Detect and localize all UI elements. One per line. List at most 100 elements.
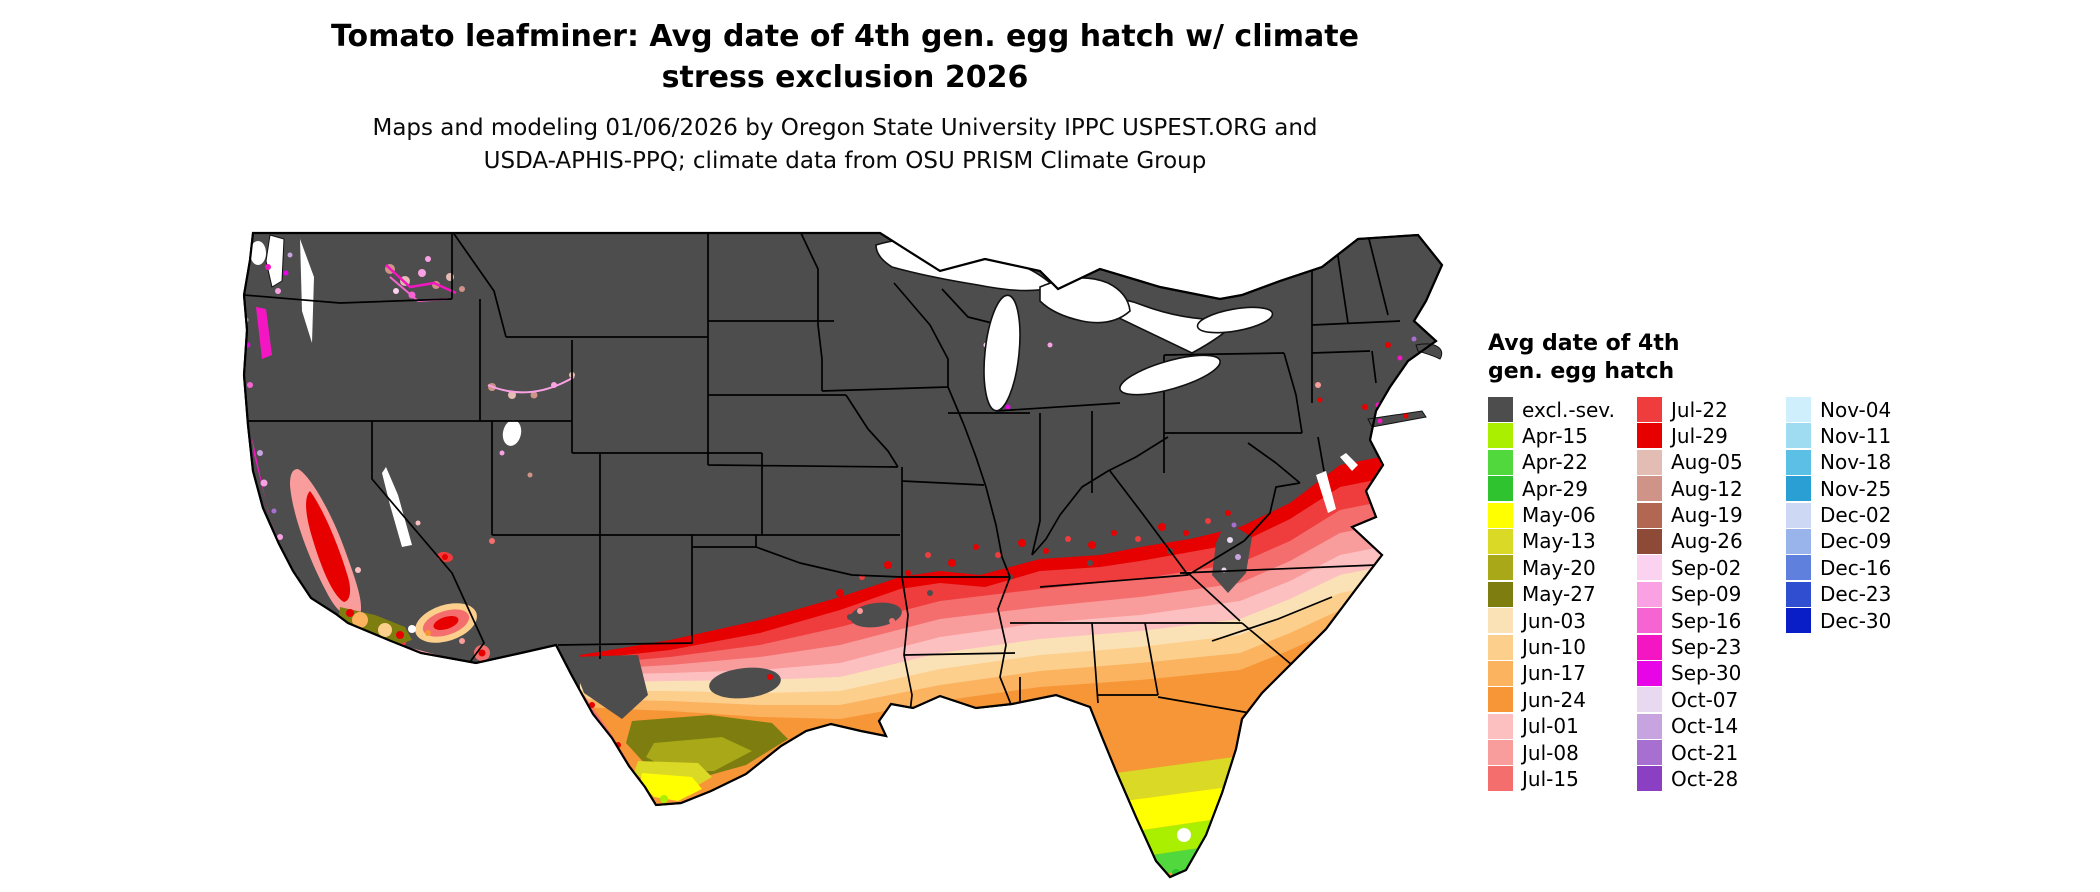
legend-entry-label: Dec-02 [1820,503,1892,528]
legend-entry: Aug-12 [1637,476,1767,502]
legend-entry-label: Jul-08 [1522,740,1579,765]
map-speckle [1227,537,1233,543]
legend-entry-label: Oct-14 [1671,714,1739,739]
legend-entry: Aug-05 [1637,449,1767,475]
map-speckle [1158,523,1166,531]
legend-entry: Jun-03 [1488,608,1618,634]
legend-entry: Sep-23 [1637,634,1767,660]
map-speckle [1362,404,1368,410]
us-map-container [240,225,1450,890]
us-map [242,231,1444,879]
legend-swatch [1637,476,1662,502]
map-shape [1124,787,1228,831]
puget-sound [265,234,285,288]
map-speckle [767,674,773,680]
florida-region [1116,757,1234,877]
legend-entry-label: Aug-26 [1671,529,1743,554]
map-speckle [459,286,465,292]
legend-swatch [1488,687,1513,713]
map-speckle [530,391,538,399]
lake-ontario [1196,306,1274,334]
legend-entry-label: Jun-03 [1522,608,1586,633]
legend-swatch [1637,766,1662,792]
legend-entry-label: Nov-18 [1820,450,1892,475]
legend-swatch [1637,687,1662,713]
map-speckle [527,472,533,478]
map-speckle [287,252,293,258]
map-speckle [1135,536,1141,542]
legend-entry-label: Dec-23 [1820,582,1892,607]
legend-swatch [1488,423,1513,449]
lake-huron [1039,277,1131,324]
legend-swatch [1488,660,1513,686]
legend-swatch [1637,555,1662,581]
legend-swatch [1488,608,1513,634]
chesapeake-bay [1316,453,1358,513]
legend-entry: Sep-02 [1637,555,1767,581]
legend-swatch [1488,528,1513,554]
legend-entry-label: Jun-24 [1522,687,1586,712]
legend-swatch [1637,397,1662,422]
legend-entry-label: Oct-21 [1671,740,1739,765]
legend-swatch [1786,449,1811,475]
map-speckle [1018,539,1026,547]
legend-entry: May-20 [1488,555,1618,581]
map-speckle [1315,382,1321,388]
map-speckle [459,638,465,644]
page-title-line2: stress exclusion 2026 [661,60,1029,95]
cascades-white [300,239,314,343]
legend-entry: Dec-23 [1786,581,1916,607]
legend-entry: Jul-01 [1488,713,1618,739]
legend-entry: Oct-28 [1637,766,1767,792]
legend-entry-label: Jul-15 [1522,766,1579,791]
map-speckle [995,552,1001,558]
map-speckle [589,702,595,708]
legend-swatch [1488,581,1513,607]
legend-swatch [1637,423,1662,449]
map-shape [306,491,351,602]
map-speckle [257,450,263,456]
olympics-white [250,241,266,265]
legend-entry: May-06 [1488,502,1618,528]
map-speckle [275,288,281,294]
map-shape [1316,471,1336,513]
map-shape [256,307,272,359]
map-speckle [1231,522,1237,528]
map-speckle [1235,554,1241,560]
legend-swatch [1488,449,1513,475]
map-speckle [355,567,361,573]
great-salt-lake [502,420,522,446]
legend-swatch [1488,502,1513,528]
legend-entry-label: Sep-09 [1671,582,1742,607]
legend-entry: Apr-15 [1488,423,1618,449]
legend-entry: Nov-25 [1786,476,1916,502]
legend-swatch [1637,740,1662,766]
legend-entry-label: Dec-09 [1820,529,1892,554]
legend-entry: Jul-29 [1637,423,1767,449]
map-speckle [418,269,426,277]
map-speckle [271,508,277,514]
legend-swatch [1488,476,1513,502]
legend-entry: Jun-10 [1488,634,1618,660]
page-title-line1: Tomato leafminer: Avg date of 4th gen. e… [331,19,1359,54]
legend-entry: Aug-19 [1637,502,1767,528]
map-speckle [1065,536,1071,542]
legend-swatch [1637,528,1662,554]
legend-swatch [1786,423,1811,449]
legend-swatch [1488,634,1513,660]
legend-swatch [1637,713,1662,739]
legend-entry: Apr-22 [1488,449,1618,475]
map-speckle [1088,541,1096,549]
legend-swatch [1786,528,1811,554]
map-speckle [884,561,892,569]
legend-entry-label: Nov-04 [1820,397,1892,422]
lake-okeechobee [1177,828,1191,842]
legend-entry: Jun-24 [1488,687,1618,713]
legend-swatch [1786,581,1811,607]
map-speckle [478,649,486,657]
map-speckle [1183,530,1189,536]
map-speckle [836,589,844,597]
legend-entry-label: Apr-15 [1522,423,1588,448]
map-speckle [812,607,818,613]
legend-swatch [1488,397,1513,422]
